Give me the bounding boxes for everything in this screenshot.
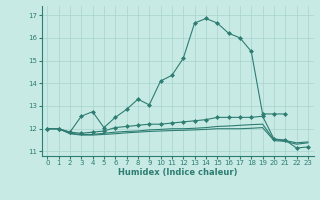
X-axis label: Humidex (Indice chaleur): Humidex (Indice chaleur) — [118, 168, 237, 177]
